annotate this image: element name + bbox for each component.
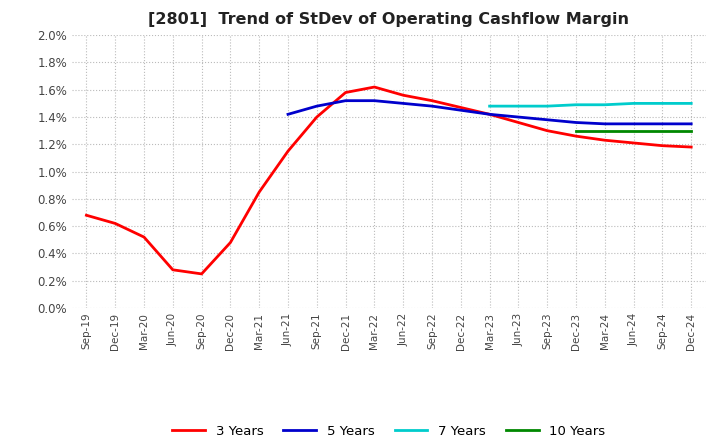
5 Years (370, 98, 379, 103)
7 Years (485, 103, 494, 109)
3 Years (514, 120, 523, 125)
3 Years (456, 105, 465, 110)
10 Years (629, 128, 638, 133)
10 Years (600, 128, 609, 133)
5 Years (658, 121, 667, 127)
3 Years (255, 189, 264, 194)
10 Years (658, 128, 667, 133)
5 Years (312, 103, 321, 109)
3 Years (687, 144, 696, 150)
5 Years (284, 112, 292, 117)
Title: [2801]  Trend of StDev of Operating Cashflow Margin: [2801] Trend of StDev of Operating Cashf… (148, 12, 629, 27)
3 Years (111, 221, 120, 226)
3 Years (197, 271, 206, 276)
7 Years (600, 102, 609, 107)
5 Years (514, 114, 523, 120)
5 Years (428, 103, 436, 109)
3 Years (284, 149, 292, 154)
7 Years (543, 103, 552, 109)
3 Years (629, 140, 638, 146)
5 Years (456, 107, 465, 113)
5 Years (399, 101, 408, 106)
3 Years (572, 133, 580, 139)
3 Years (140, 235, 148, 240)
7 Years (629, 101, 638, 106)
7 Years (658, 101, 667, 106)
3 Years (399, 92, 408, 98)
3 Years (543, 128, 552, 133)
5 Years (572, 120, 580, 125)
3 Years (226, 240, 235, 245)
3 Years (370, 84, 379, 90)
5 Years (687, 121, 696, 127)
Line: 5 Years: 5 Years (288, 101, 691, 124)
5 Years (543, 117, 552, 122)
7 Years (687, 101, 696, 106)
3 Years (485, 112, 494, 117)
Line: 7 Years: 7 Years (490, 103, 691, 106)
3 Years (312, 114, 321, 120)
3 Years (168, 267, 177, 272)
3 Years (428, 98, 436, 103)
7 Years (572, 102, 580, 107)
7 Years (514, 103, 523, 109)
3 Years (600, 138, 609, 143)
3 Years (341, 90, 350, 95)
Legend: 3 Years, 5 Years, 7 Years, 10 Years: 3 Years, 5 Years, 7 Years, 10 Years (167, 420, 611, 440)
10 Years (572, 128, 580, 133)
10 Years (687, 128, 696, 133)
3 Years (82, 213, 91, 218)
5 Years (341, 98, 350, 103)
Line: 3 Years: 3 Years (86, 87, 691, 274)
3 Years (658, 143, 667, 148)
5 Years (485, 112, 494, 117)
5 Years (629, 121, 638, 127)
5 Years (600, 121, 609, 127)
